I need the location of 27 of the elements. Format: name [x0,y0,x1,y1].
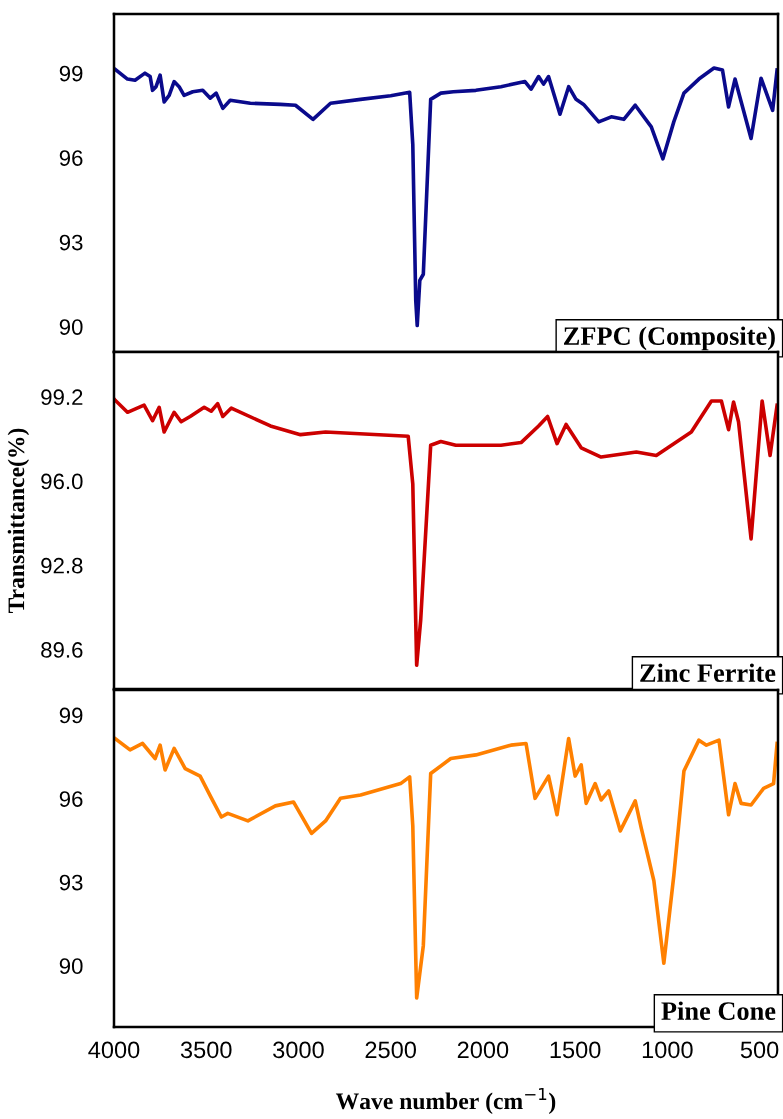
y-tick-label: 99 [59,707,83,724]
y-tick-label: 92.8 [41,557,83,574]
y-tick-label: 90 [59,319,83,335]
x-tick-label: 1000 [642,1041,693,1059]
series-label: Pine Cone [661,1001,776,1020]
x-tick-label: 500 [740,1041,779,1059]
y-tick-label: 99.2 [41,389,83,406]
x-tick-label: 2000 [457,1041,509,1059]
y-axis-title: Transmittance(%) [7,428,30,614]
x-tick-label: 3000 [273,1041,324,1059]
x-tick-label: 2500 [365,1041,417,1059]
y-tick-label: 93 [59,874,83,891]
y-tick-label: 93 [59,234,83,251]
x-tick-label: 1500 [550,1041,601,1059]
y-tick-label: 96.0 [41,473,83,490]
y-tick-label: 99 [59,65,83,82]
y-tick-label: 89.6 [41,642,83,658]
text: ZFPC (Composite) [564,326,775,351]
x-axis-title: Wave number (cm$^{−1}$) [335,1087,556,1115]
line-series [114,736,778,1000]
y-tick-label: 90 [59,958,83,974]
x-tick-label: 4000 [88,1041,140,1059]
y-tick-label: 96 [59,791,83,807]
line-series [114,66,778,328]
x-tick-label: 3500 [180,1041,232,1059]
text: Zinc Ferrite [640,663,776,682]
y-tick-label: 96 [59,150,83,166]
